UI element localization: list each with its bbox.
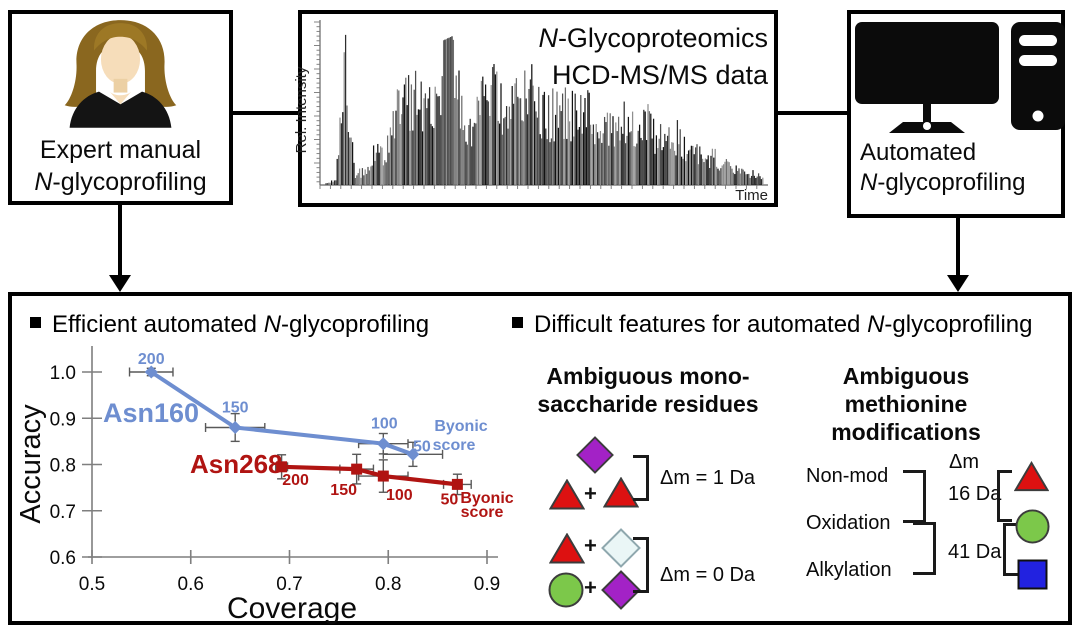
point-label: 200: [138, 351, 165, 368]
person-icon: [64, 20, 177, 128]
annotation-Asn268: Byonic: [460, 490, 513, 507]
automated-label-italic-n: N: [860, 169, 878, 196]
non-mod-label: Non-mod: [806, 465, 889, 487]
chromatogram-xlabel: Time: [735, 187, 768, 204]
expert-manual-box: Expert manual N-glycoprofiling: [8, 10, 233, 205]
results-panel: [8, 292, 1072, 625]
delta-mass-1da-label: Δm = 1 Da: [660, 467, 756, 489]
white-diamond-icon: [601, 528, 641, 568]
point-label: 150: [222, 400, 249, 417]
x-tick-label: 0.9: [474, 574, 500, 595]
data-point-diamond: [406, 447, 420, 461]
plus-sign: +: [584, 575, 597, 600]
point-label: 100: [386, 487, 413, 504]
data-point-square: [377, 470, 389, 482]
computer-icon: [855, 22, 1065, 133]
expert-label-line1: Expert manual: [39, 136, 202, 164]
chromatogram-trace: [325, 34, 764, 185]
expert-label-line2: -glycoprofiling: [52, 168, 207, 196]
y-tick-label: 0.7: [50, 502, 76, 523]
bracket-shapes-16da: [997, 470, 1012, 522]
plus-sign: +: [584, 481, 597, 506]
arrow-right-head-icon: [947, 275, 969, 292]
x-tick-label: 0.7: [276, 574, 302, 595]
methionine-heading: Ambiguous methionine modifications: [831, 363, 981, 445]
red-triangle-icon: [549, 533, 585, 564]
y-tick-label: 0.8: [50, 456, 76, 477]
blue-square-icon: [1017, 559, 1048, 590]
chromatogram-title-line1: N-Glycoproteomics: [538, 23, 768, 53]
purple-diamond-icon: [601, 570, 641, 610]
series-label-Asn160: Asn160: [103, 398, 199, 428]
oxidation-label: Oxidation: [806, 512, 891, 534]
x-tick-label: 0.8: [375, 574, 401, 595]
point-label: 200: [282, 472, 309, 489]
bracket-41da: [913, 522, 936, 575]
delta-16da-label: 16 Da: [948, 483, 1002, 505]
right-header-text: Difficult features for automated: [534, 311, 868, 338]
bracket-delta-1da: [633, 455, 649, 501]
accuracy-coverage-chart: 0.60.70.80.91.00.5 0.6 0.7 0.8 0.9AccuracyCo…: [15, 346, 514, 625]
data-point-diamond: [228, 421, 242, 434]
y-axis-title: Accuracy: [15, 404, 47, 524]
chromatogram-title-line2: HCD-MS/MS data: [552, 60, 769, 90]
x-axis-title: Coverage: [227, 592, 357, 625]
data-point-diamond: [144, 365, 158, 379]
x-tick-label: 0.6: [178, 574, 204, 595]
data-point-square: [451, 478, 463, 490]
connector-left: [233, 111, 298, 115]
delta-mass-0da-label: Δm = 0 Da: [660, 564, 756, 586]
left-header-text: Efficient automated: [52, 311, 264, 338]
red-triangle-icon: [1014, 461, 1049, 492]
y-tick-label: 1.0: [50, 363, 76, 384]
plus-sign: +: [584, 533, 597, 558]
automated-box-label: Automated N-glycoprofiling: [860, 138, 1025, 198]
delta-41da-label: 41 Da: [948, 541, 1002, 563]
data-point-square: [276, 461, 288, 473]
connector-right: [778, 111, 847, 115]
y-tick-label: 0.6: [50, 548, 76, 569]
expert-box-label: Expert manual N-glycoprofiling: [16, 134, 225, 198]
series-line-Asn160: [149, 370, 415, 457]
red-triangle-icon: [549, 479, 585, 510]
square-bullet-icon: [30, 317, 41, 328]
expert-label-italic-n: N: [34, 168, 53, 196]
y-tick-label: 0.9: [50, 409, 76, 430]
alkylation-label: Alkylation: [806, 559, 892, 581]
series-line-Asn268: [279, 464, 460, 487]
green-circle-icon: [548, 572, 584, 608]
point-label: 50: [413, 438, 431, 455]
point-label: 150: [330, 482, 357, 499]
data-point-diamond: [376, 437, 390, 451]
automated-label-line1: Automated: [860, 139, 977, 166]
purple-diamond-icon: [576, 436, 614, 474]
automated-label-line2: -glycoprofiling: [877, 169, 1026, 196]
automated-box: Automated N-glycoprofiling: [847, 10, 1065, 218]
annotation-Asn268: score: [461, 504, 504, 521]
square-bullet-icon: [512, 317, 523, 328]
annotation-Asn160: score: [433, 437, 476, 454]
bracket-delta-0da: [633, 537, 649, 593]
series-label-Asn268: Asn268: [190, 449, 283, 479]
chromatogram-ylabel: Rel. Intensity: [294, 66, 310, 153]
bracket-16da: [903, 470, 926, 523]
data-point-square: [351, 463, 363, 475]
chromatogram-plot: N-Glycoproteomics HCD-MS/MS data Rel. In…: [294, 20, 769, 204]
point-label: 50: [440, 491, 458, 508]
left-section-header: Efficient automated N-glycoprofiling: [30, 311, 429, 339]
monosaccharide-heading: Ambiguous mono- saccharide residues: [537, 363, 759, 417]
arrow-right-shaft: [956, 218, 960, 277]
green-circle-icon: [1015, 509, 1050, 544]
point-label: 100: [371, 416, 398, 433]
delta-m-heading: Δm: [948, 451, 980, 473]
bracket-shapes-41da: [1003, 523, 1018, 576]
arrow-left-head-icon: [109, 275, 131, 292]
arrow-left-shaft: [118, 205, 122, 277]
x-tick-label: 0.5: [79, 574, 105, 595]
red-triangle-icon: [603, 477, 639, 508]
right-section-header: Difficult features for automated N-glyco…: [512, 311, 1032, 339]
annotation-Asn160: Byonic: [434, 418, 487, 435]
